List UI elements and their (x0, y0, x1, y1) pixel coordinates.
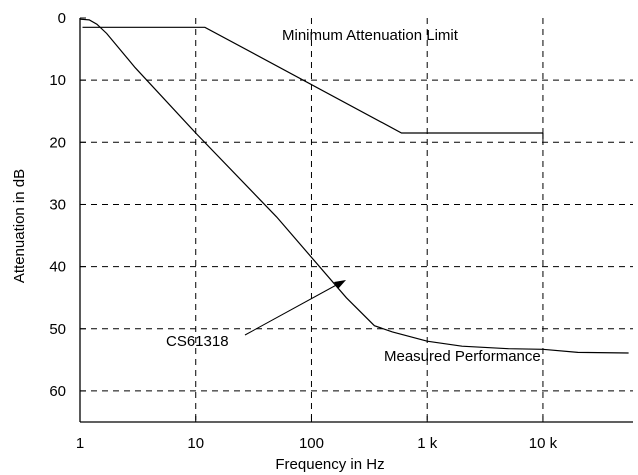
annotation-min-limit: Minimum Attenuation Limit (282, 27, 459, 44)
x-axis-title: Frequency in Hz (275, 456, 384, 473)
tick-labels: 0 10 20 30 40 50 60 1 10 100 1 k 10 k (49, 10, 557, 452)
y-tick-label: 50 (49, 321, 66, 338)
y-tick-label: 30 (49, 196, 66, 213)
y-tick-label: 0 (58, 10, 66, 27)
min-attenuation-limit-line (82, 26, 543, 134)
y-tick-label: 20 (49, 134, 66, 151)
x-tick-label: 1 k (417, 435, 438, 452)
x-tick-label: 10 (187, 435, 204, 452)
x-tick-label: 100 (299, 435, 324, 452)
annotation-arrowhead (334, 280, 346, 289)
y-tick-label: 10 (49, 72, 66, 89)
annotation-cs61318: CS61318 (166, 333, 229, 350)
y-tick-label: 40 (49, 259, 66, 276)
annotation-arrow-line (244, 282, 341, 336)
y-axis-title: Attenuation in dB (11, 169, 28, 283)
annotation-measured: Measured Performance (384, 348, 541, 365)
data-series (79, 18, 629, 354)
y-tick-label: 60 (49, 383, 66, 400)
x-tick-label: 10 k (529, 435, 558, 452)
x-tick-label: 1 (76, 435, 84, 452)
grid-lines (80, 18, 633, 422)
plot-axes (79, 17, 633, 423)
measured-performance-line (79, 18, 629, 354)
